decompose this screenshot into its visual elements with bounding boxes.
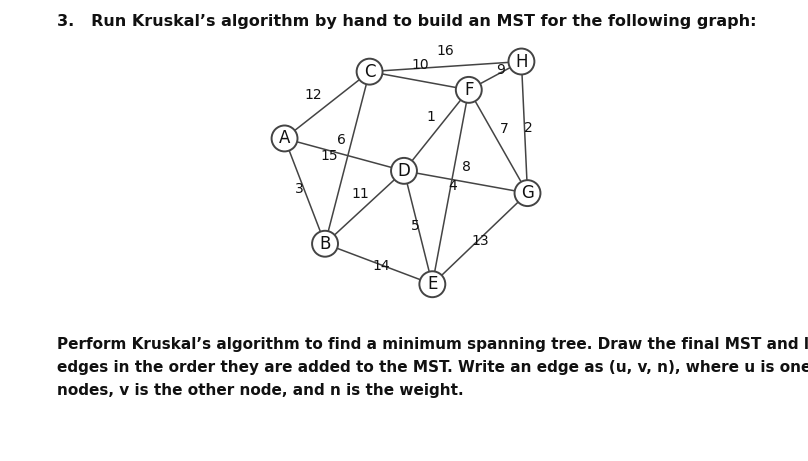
Text: 7: 7 bbox=[499, 122, 508, 136]
Text: A: A bbox=[279, 130, 290, 148]
Text: F: F bbox=[464, 81, 473, 99]
Circle shape bbox=[419, 271, 445, 297]
Text: 6: 6 bbox=[338, 133, 347, 148]
Text: 12: 12 bbox=[304, 88, 322, 102]
Text: D: D bbox=[398, 162, 410, 180]
Text: 8: 8 bbox=[462, 160, 471, 174]
Text: E: E bbox=[427, 275, 438, 293]
Text: G: G bbox=[521, 184, 534, 202]
Circle shape bbox=[312, 231, 338, 257]
Circle shape bbox=[456, 77, 482, 103]
Text: C: C bbox=[364, 63, 376, 81]
Circle shape bbox=[271, 125, 297, 151]
Text: 10: 10 bbox=[411, 59, 429, 72]
Text: B: B bbox=[319, 235, 330, 253]
Text: 5: 5 bbox=[411, 219, 420, 233]
Text: 2: 2 bbox=[524, 121, 532, 135]
Text: 15: 15 bbox=[321, 149, 339, 163]
Text: 4: 4 bbox=[448, 179, 457, 193]
Text: 11: 11 bbox=[351, 187, 369, 201]
Text: Perform Kruskal’s algorithm to find a minimum spanning tree. Draw the final MST : Perform Kruskal’s algorithm to find a mi… bbox=[57, 337, 808, 398]
Circle shape bbox=[515, 180, 541, 206]
Text: 9: 9 bbox=[496, 63, 505, 77]
Text: 14: 14 bbox=[372, 259, 389, 273]
Circle shape bbox=[356, 59, 382, 85]
Text: 1: 1 bbox=[427, 110, 436, 124]
Circle shape bbox=[508, 48, 534, 75]
Text: 3.   Run Kruskal’s algorithm by hand to build an MST for the following graph:: 3. Run Kruskal’s algorithm by hand to bu… bbox=[57, 14, 756, 29]
Text: H: H bbox=[516, 53, 528, 71]
Text: 13: 13 bbox=[472, 234, 489, 248]
Circle shape bbox=[391, 158, 417, 184]
Text: 16: 16 bbox=[436, 44, 454, 58]
Text: 3: 3 bbox=[295, 182, 304, 196]
